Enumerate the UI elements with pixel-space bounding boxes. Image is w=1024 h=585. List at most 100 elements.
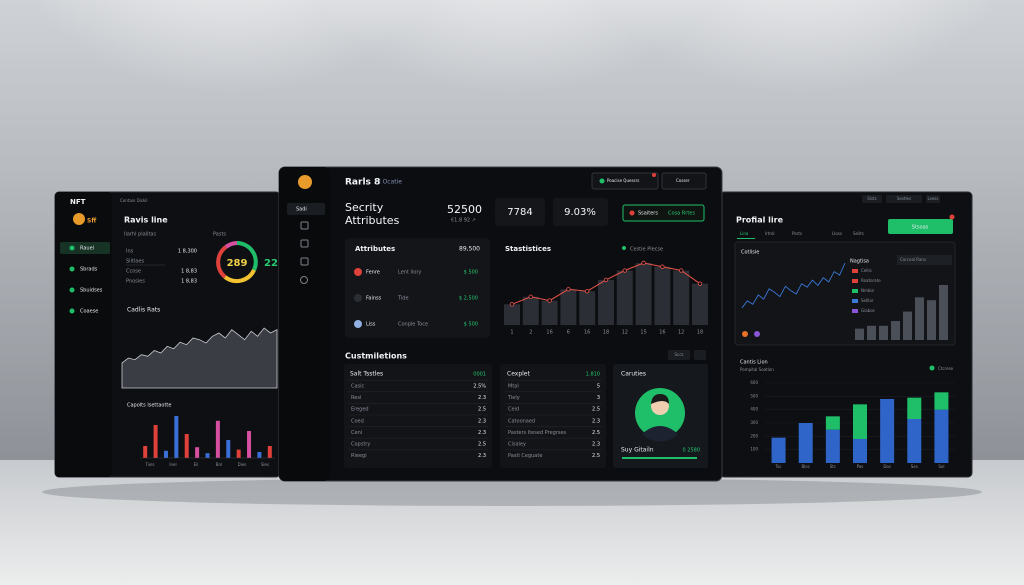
tab[interactable]: Seilts <box>853 231 864 236</box>
filter-label[interactable]: Sccs <box>674 352 683 357</box>
x-tick-label: Tiels <box>144 462 154 467</box>
row-icon <box>354 320 362 328</box>
nav-item[interactable]: Sbuidses <box>80 288 103 294</box>
top-button[interactable] <box>886 195 922 203</box>
x-tick-label: Sol <box>938 464 944 469</box>
legend-swatch <box>852 309 858 313</box>
nav-icon[interactable] <box>300 239 309 248</box>
primary-button[interactable] <box>888 219 953 234</box>
icon <box>754 331 760 337</box>
badge <box>652 173 656 177</box>
x-tick-label: Eil <box>194 462 199 467</box>
row-value: $ 500 <box>464 270 478 276</box>
bar <box>915 297 924 340</box>
bar <box>257 452 262 458</box>
table-cell: Casic <box>351 384 365 390</box>
legend-head: Corceal Rans <box>900 257 926 262</box>
legend-swatch <box>852 269 858 273</box>
page-title: Rarls 8 <box>345 178 380 188</box>
kpi-note: €1.8 92 ↗ <box>451 218 476 224</box>
search-icon[interactable] <box>300 276 308 284</box>
action-label[interactable]: Cosa Rrtes <box>668 211 695 217</box>
line-series <box>741 262 846 309</box>
top-button[interactable] <box>926 195 940 203</box>
button-label[interactable]: Stsoas <box>912 225 929 231</box>
bar <box>215 420 220 458</box>
point <box>660 264 665 269</box>
chart-subtitle: Pompital Soatlon <box>740 367 774 372</box>
top-button-label[interactable]: Sestles <box>897 196 911 201</box>
gauge-arc <box>216 245 228 279</box>
y-tick-label: 300 <box>750 420 758 425</box>
x-tick-label: 6 <box>567 330 570 336</box>
nav-item[interactable]: Coaese <box>80 309 98 315</box>
x-tick-label: Pas <box>857 464 864 469</box>
table-cell: 2.3 <box>592 442 600 448</box>
x-tick-label: Dos <box>883 464 891 469</box>
stat-card <box>495 198 545 226</box>
button-label[interactable]: Cosser <box>676 178 690 183</box>
button-label[interactable]: Poacise Quessrs <box>607 178 639 183</box>
nav-icon[interactable] <box>300 221 309 230</box>
bar <box>247 431 252 458</box>
table-cell: 2.5 <box>592 407 600 413</box>
button[interactable] <box>591 172 659 190</box>
logo-text: Sff <box>87 218 96 225</box>
nav-item[interactable]: Sbrads <box>80 267 98 273</box>
gauge-arc <box>224 241 238 249</box>
bar <box>184 434 189 458</box>
legend-label: Selllar <box>861 298 874 303</box>
nav-highlight <box>60 242 110 254</box>
legend-swatch <box>852 289 858 293</box>
card-title: Caruties <box>621 371 646 378</box>
tab[interactable]: Lloss <box>832 231 842 236</box>
bar <box>880 399 895 463</box>
legend-label: Roaterate <box>861 278 881 283</box>
legend-swatch <box>852 299 858 303</box>
tab[interactable]: Irtrol <box>765 231 775 236</box>
table-cell: Copstry <box>351 442 370 448</box>
nav-item[interactable]: Rauel <box>80 246 94 252</box>
top-button[interactable] <box>862 195 882 203</box>
bar <box>174 416 179 458</box>
shadow <box>42 478 982 506</box>
table-cell: 2.3 <box>478 395 486 401</box>
table-cell: Pasters Itesed Pregrses <box>508 430 567 436</box>
point <box>528 294 533 300</box>
row-detail: Lent liory <box>398 270 421 276</box>
bar <box>903 311 912 340</box>
y-tick-label: 200 <box>750 433 758 438</box>
filter-button[interactable] <box>668 350 690 360</box>
status-dot <box>599 178 605 184</box>
x-tick-label: Ses <box>911 464 918 469</box>
table-cell: Resi <box>351 395 361 401</box>
action-label[interactable]: Ssaiters <box>638 211 658 217</box>
table-cell: Mtal <box>508 384 519 390</box>
panel-subtitle: Ilarhl plalitas <box>124 232 156 238</box>
table-header-value: 0001 <box>473 372 486 378</box>
point <box>566 287 571 292</box>
icon <box>742 331 748 337</box>
bar <box>825 416 840 430</box>
brand: NFT <box>70 198 86 206</box>
nav-icon[interactable] <box>300 257 309 266</box>
kpi-value: 52500 <box>447 203 482 216</box>
button[interactable] <box>661 172 707 190</box>
bar <box>798 423 813 463</box>
table-cell: Tiely <box>507 395 520 401</box>
tab[interactable]: Pasts <box>213 232 226 238</box>
legend-dot <box>622 246 626 250</box>
top-button-label[interactable]: Slsts <box>867 196 876 201</box>
tab[interactable]: Parts <box>792 231 802 236</box>
row-label: Pnosies <box>126 279 145 285</box>
x-tick-label: Tsc <box>775 464 782 469</box>
table-cell: Coed <box>351 418 364 424</box>
tab[interactable]: Lina <box>740 231 749 236</box>
bar <box>891 321 900 340</box>
top-button-label[interactable]: Lsess <box>928 196 939 201</box>
action-button[interactable] <box>622 204 705 222</box>
nav-item[interactable]: Sadi <box>296 207 307 213</box>
card-title: Attributes <box>355 245 395 253</box>
dropdown-button[interactable] <box>694 350 706 360</box>
